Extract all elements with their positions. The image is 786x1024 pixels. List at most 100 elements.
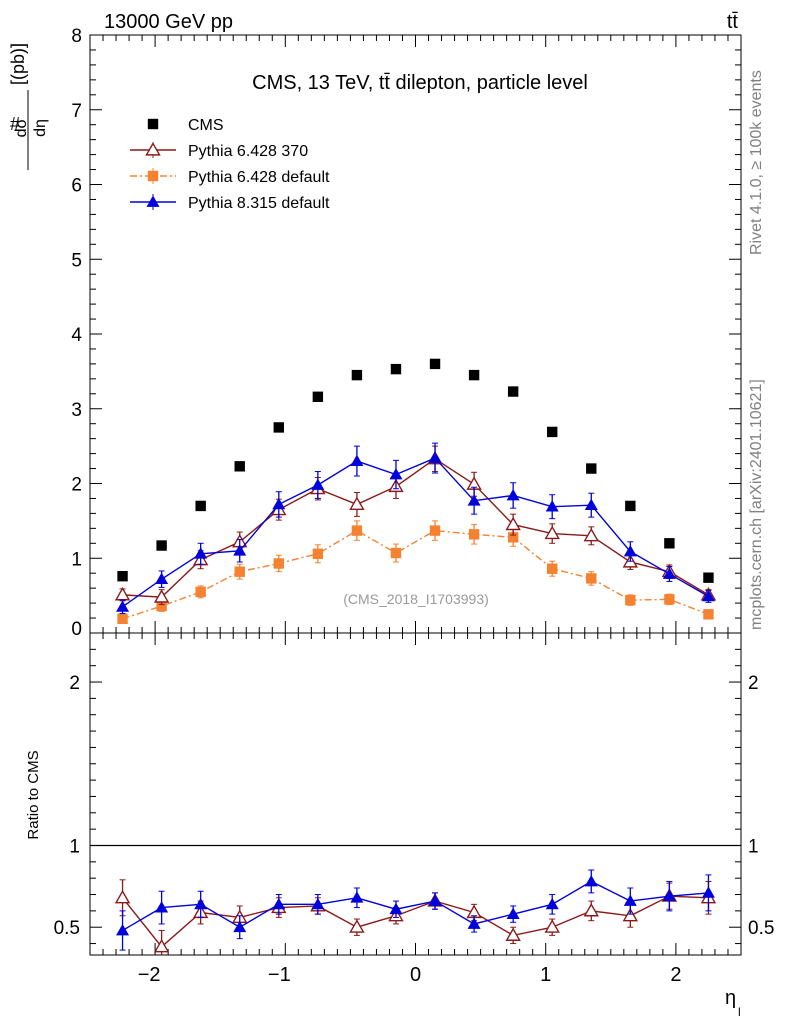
main-point [584, 498, 598, 511]
y-tick-label: 4 [71, 325, 82, 346]
main-axis-ticks [89, 34, 742, 634]
ratio-point [428, 894, 442, 906]
legend-marker [147, 170, 159, 182]
main-line [122, 457, 709, 608]
x-tick-label: 2 [670, 964, 681, 986]
main-point [664, 594, 675, 605]
x-tick-label: −2 [138, 964, 161, 986]
main-point [349, 496, 365, 511]
y-tick-label: 6 [71, 176, 82, 197]
x-tick-label: −1 [268, 964, 291, 986]
x-label-eta: η [725, 987, 736, 1009]
legend-marker [145, 142, 161, 156]
main-point [623, 545, 637, 557]
main-series [116, 442, 715, 615]
ratio-point [506, 907, 520, 920]
ratio-y-tick-label-left: 1 [69, 836, 80, 857]
x-tick-label: 1 [540, 964, 551, 986]
ratio-point [194, 897, 208, 910]
main-point [662, 567, 676, 579]
y-tick-label: 5 [71, 250, 82, 271]
main-point [155, 572, 169, 585]
ratio-point [153, 938, 170, 953]
main-point [467, 494, 481, 506]
main-point [234, 461, 245, 472]
x-tick-labels: −2 −1 0 1 2 [138, 964, 682, 986]
ratio-point [272, 897, 286, 910]
ratio-point [389, 902, 403, 915]
ratio-y-tick-label-right: 1 [748, 836, 759, 857]
ratio-y-tick-label-right: 0.5 [748, 918, 774, 939]
main-point [468, 369, 480, 381]
ratio-point [350, 891, 364, 903]
main-point [117, 570, 128, 582]
ratio-y-tick-label-left: 0.5 [54, 918, 80, 939]
main-point [389, 468, 403, 480]
ratio-y-axis-label: Ratio to CMS [25, 750, 42, 839]
rivet-label: Rivet 4.1.0, ≥ 100k events [748, 70, 765, 255]
main-point [703, 572, 714, 583]
legend-marker [147, 118, 159, 130]
analysis-watermark: (CMS_2018_I1703993) [343, 591, 489, 607]
x-tick-label: 0 [410, 964, 421, 986]
main-point [156, 540, 167, 551]
ratio-y-tick-label-left: 2 [69, 673, 80, 694]
y-label-dsigma: dσ [13, 118, 30, 137]
main-point [351, 369, 363, 381]
main-y-tick-labels: 0 1 2 3 4 5 6 7 8 [71, 26, 82, 640]
x-axis-label: η l [725, 987, 741, 1019]
main-line [122, 529, 709, 620]
ratio-series-group [114, 869, 717, 955]
main-point [506, 488, 520, 501]
main-point [429, 358, 441, 370]
y-tick-label: 7 [71, 101, 82, 122]
ratio-point [583, 902, 599, 917]
main-point [312, 391, 324, 402]
mcplots-label: mcplots.cern.ch [arXiv:2401.10621] [748, 379, 765, 630]
main-point [545, 500, 559, 512]
main-point [507, 532, 519, 543]
ratio-line [122, 880, 709, 932]
ratio-panel-frame [89, 632, 742, 956]
main-point [701, 589, 715, 602]
main-point [350, 454, 364, 466]
main-point [233, 544, 247, 556]
legend: CMS Pythia 6.428 370 Pythia 6.428 default P… [130, 117, 330, 212]
y-label-deta: dη [32, 119, 49, 137]
ratio-point [623, 894, 637, 906]
legend-label: Pythia 6.428 370 [188, 143, 308, 160]
legend-item: Pythia 8.315 default [130, 194, 330, 212]
main-point [195, 586, 206, 598]
main-series-group [114, 358, 717, 624]
x-label-subscript: l [738, 1005, 741, 1019]
main-point [547, 426, 558, 438]
legend-marker [146, 195, 160, 207]
main-point [390, 547, 402, 559]
main-series [114, 445, 717, 606]
ratio-point [505, 927, 521, 941]
main-point [547, 563, 558, 574]
legend-item: Pythia 6.428 default [130, 168, 330, 186]
main-point [664, 538, 675, 549]
ratio-y-tick-label-right: 2 [748, 673, 759, 694]
ratio-point [662, 889, 676, 902]
ratio-point [311, 897, 325, 910]
ratio-axis-ticks [89, 633, 742, 955]
ratio-point [701, 886, 715, 898]
ratio-point [155, 901, 169, 913]
y-tick-label: 0 [71, 619, 82, 640]
main-point [505, 516, 521, 531]
chart-title: CMS, 13 TeV, tt̄ dilepton, particle leve… [252, 72, 588, 94]
y-tick-label: 1 [71, 549, 82, 570]
ratio-series [116, 869, 715, 951]
main-point [117, 613, 128, 624]
main-point [390, 363, 402, 375]
main-point [273, 558, 284, 569]
ratio-point [114, 889, 131, 904]
energy-label: 13000 GeV pp [104, 11, 233, 33]
ratio-y-tick-labels: 0.5 0.5 1 1 2 2 [54, 673, 775, 939]
main-point [468, 529, 480, 540]
main-point [114, 586, 131, 601]
main-point [583, 527, 599, 542]
